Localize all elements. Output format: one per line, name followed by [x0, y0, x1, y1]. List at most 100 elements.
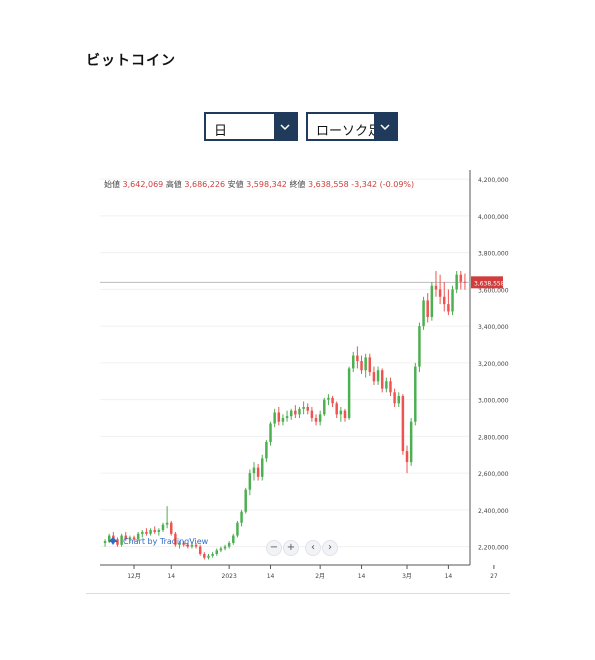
candle-body	[356, 355, 359, 362]
candle-body	[157, 530, 161, 532]
low-value: 3,598,342	[246, 180, 287, 189]
candle-body	[261, 458, 264, 477]
candle-body	[103, 541, 107, 543]
y-tick-label: 2,800,000	[478, 434, 509, 441]
candle-body	[323, 399, 326, 415]
candle-body	[380, 370, 384, 389]
y-tick-label: 2,600,000	[478, 471, 509, 478]
y-tick-label: 2,200,000	[478, 545, 509, 552]
x-tick-label: 14	[267, 573, 275, 580]
candle-body	[298, 408, 301, 415]
period-select[interactable]: 日	[204, 112, 298, 141]
candle-body	[364, 357, 367, 371]
candle-body	[443, 296, 446, 305]
candle-body	[198, 546, 202, 554]
candle-body	[393, 392, 396, 404]
y-tick-label: 4,000,000	[478, 214, 509, 221]
candle-body	[124, 535, 127, 540]
candle-body	[186, 544, 190, 547]
candle-body	[306, 407, 309, 411]
candle-body	[174, 533, 177, 545]
candle-body	[170, 522, 173, 534]
chevron-down-icon	[274, 114, 296, 139]
candle-body	[153, 530, 156, 532]
candle-body	[331, 397, 334, 404]
zoom-out-button[interactable]: −	[266, 540, 282, 556]
chart-type-select[interactable]: ローソク足	[306, 112, 398, 141]
candle-body	[372, 372, 376, 382]
candle-body	[347, 368, 351, 419]
x-tick-label: 14	[445, 573, 453, 580]
candle-body	[434, 285, 438, 290]
candle-body	[240, 511, 243, 523]
candle-body	[203, 553, 206, 558]
candle-body	[401, 395, 405, 452]
chevron-down-icon	[374, 114, 396, 139]
candle-body	[227, 542, 231, 547]
x-tick-label: 14	[358, 573, 366, 580]
candle-body	[165, 522, 169, 525]
candle-body	[422, 300, 425, 327]
candle-body	[107, 535, 111, 542]
candle-body	[459, 274, 463, 282]
candle-body	[145, 531, 148, 534]
candle-body	[335, 403, 338, 415]
divider	[86, 593, 510, 594]
scroll-left-button[interactable]: ‹	[305, 540, 321, 556]
close-label: 終値	[289, 180, 306, 189]
candle-body	[385, 381, 388, 389]
candle-body	[281, 418, 285, 422]
candle-body	[256, 467, 260, 477]
candle-body	[178, 542, 181, 545]
candle-body	[343, 410, 347, 419]
candle-body	[294, 410, 297, 415]
candle-body	[414, 366, 417, 422]
y-tick-label: 3,000,000	[478, 398, 509, 405]
y-tick-label: 4,200,000	[478, 177, 509, 184]
candle-body	[409, 421, 413, 463]
y-tick-label: 3,800,000	[478, 251, 509, 258]
candle-body	[327, 397, 330, 400]
close-value: 3,638,558	[307, 180, 349, 189]
candle-body	[244, 489, 247, 512]
candle-body	[248, 473, 252, 490]
candle-body	[269, 423, 272, 442]
candle-body	[426, 300, 429, 317]
candle-body	[430, 285, 434, 317]
candle-body	[182, 542, 185, 545]
candle-body	[120, 535, 123, 545]
candle-body	[252, 467, 256, 474]
candle-body	[360, 361, 363, 371]
high-value: 3,686,226	[184, 180, 226, 189]
candle-body	[236, 522, 239, 536]
candle-body	[128, 537, 132, 540]
zoom-in-button[interactable]: +	[283, 540, 299, 556]
candle-body	[219, 548, 223, 551]
candle-body	[447, 304, 450, 312]
low-label: 安値	[227, 180, 244, 189]
candle-body	[339, 410, 343, 415]
candlestick-chart[interactable]: 2,200,000 2,400,000 2,600,000 2,800,000 3,00…	[100, 170, 510, 595]
candle-body	[232, 535, 235, 543]
tradingview-logo[interactable]: Chart by TradingView	[107, 536, 208, 546]
candle-body	[215, 550, 218, 554]
candle-body	[368, 357, 372, 373]
price-badge-label: 3,638,558	[474, 280, 505, 287]
y-tick-label: 3,200,000	[478, 361, 509, 368]
change-value: -3,342 (-0.09%)	[351, 180, 415, 189]
y-tick-label: 3,400,000	[478, 324, 509, 331]
x-tick-label: 12月	[127, 573, 141, 580]
scroll-right-button[interactable]: ›	[322, 540, 338, 556]
open-label: 始値	[104, 180, 120, 189]
candle-body	[149, 530, 152, 534]
candle-body	[194, 544, 198, 547]
ohlc-legend: 始値 3,642,069 高値 3,686,226 安値 3,598,342 終…	[104, 179, 414, 190]
candle-body	[314, 418, 318, 422]
candle-body	[116, 539, 119, 545]
candle-body	[211, 553, 214, 556]
candle-body	[273, 412, 276, 424]
x-tick-label: 14	[167, 573, 175, 580]
candle-body	[463, 281, 467, 283]
candle-body	[405, 451, 409, 463]
chart-type-select-value: ローソク足	[316, 124, 382, 139]
